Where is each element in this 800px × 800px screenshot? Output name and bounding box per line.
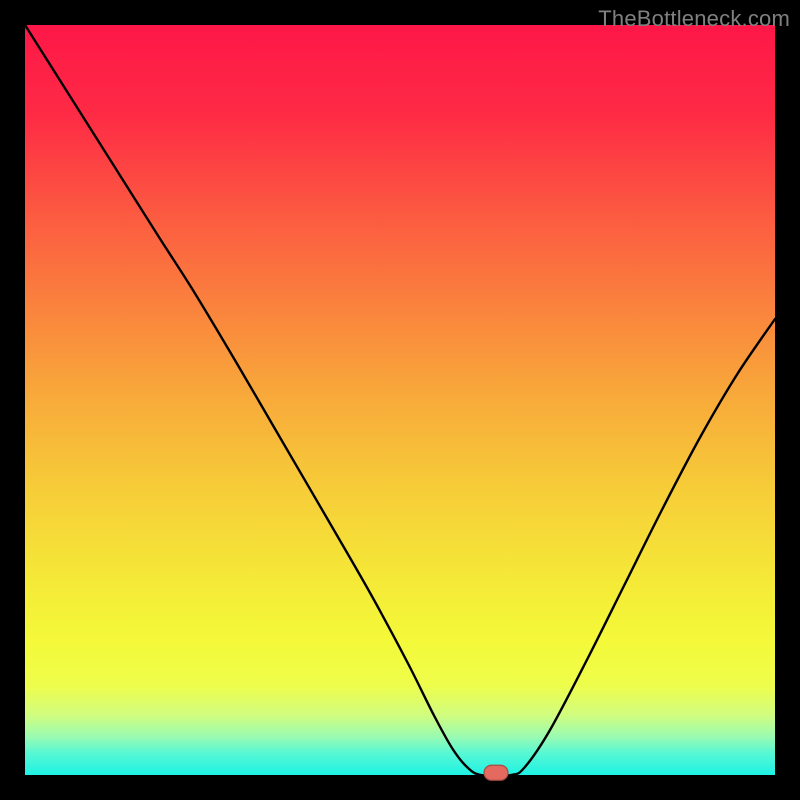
gradient-plot-area	[25, 25, 775, 775]
chart-stage: TheBottleneck.com	[0, 0, 800, 800]
watermark-text: TheBottleneck.com	[598, 6, 790, 32]
optimal-marker	[484, 765, 508, 780]
chart-svg	[0, 0, 800, 800]
